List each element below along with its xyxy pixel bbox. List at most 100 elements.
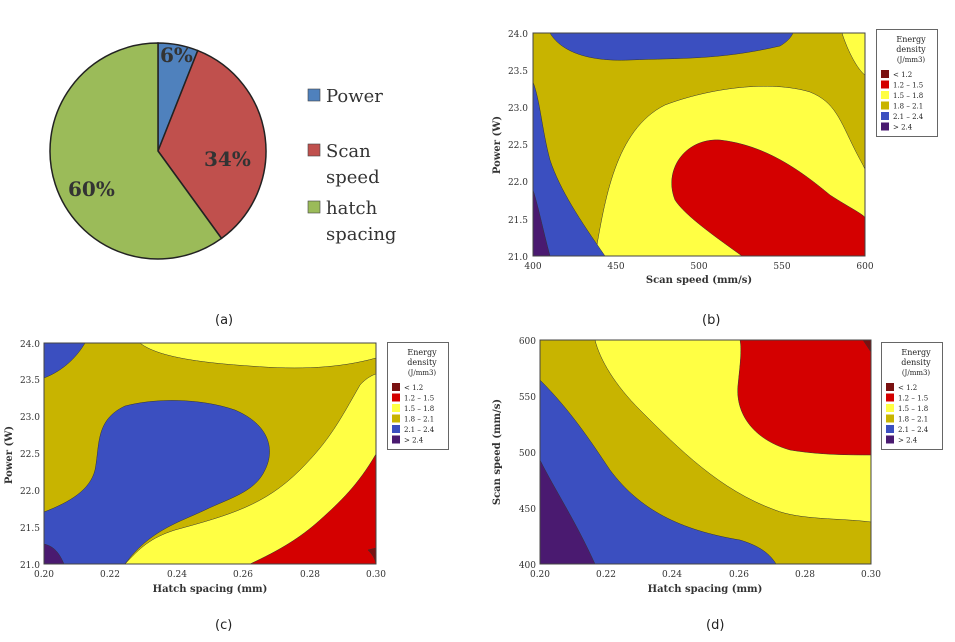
legend-title: density (901, 358, 931, 367)
x-tick: 0.22 (596, 570, 616, 580)
legend-swatch (886, 393, 894, 402)
y-tick: 22.5 (20, 450, 40, 460)
contour-regions-d (540, 340, 871, 564)
contour-panel-b: 400 450 500 550 600 21.0 21.5 22.0 22.5 … (480, 20, 955, 290)
x-tick: 550 (773, 262, 790, 272)
contour-regions-b (533, 33, 865, 256)
x-axis-label-c: Hatch spacing (mm) (153, 584, 268, 595)
legend-entry-label: 1.5 – 1.8 (404, 405, 434, 413)
y-tick: 400 (519, 561, 536, 571)
legend-title: Energy (896, 35, 926, 44)
legend-title: density (896, 45, 926, 54)
pie-legend-spacing: spacing (326, 224, 396, 245)
y-tick: 21.5 (508, 216, 528, 226)
legend-entry-label: 1.5 – 1.8 (893, 92, 923, 100)
contour-chart-c: 0.20 0.22 0.24 0.26 0.28 0.30 21.0 21.5 … (4, 340, 386, 595)
pie-legend-speed: speed (326, 167, 380, 188)
x-tick: 0.28 (300, 570, 320, 580)
legend-d: Energy density (J/mm3) < 1.2 1.2 – 1.5 1.5 – … (881, 342, 943, 450)
legend-entry-label: 1.2 – 1.5 (893, 82, 923, 90)
contour-chart-d: 0.20 0.22 0.24 0.26 0.28 0.30 400 450 50… (492, 337, 881, 595)
caption-d: (d) (706, 618, 725, 633)
pie-label-scan-speed: 34% (204, 147, 251, 171)
y-tick: 22.0 (20, 487, 40, 497)
x-tick: 400 (524, 262, 541, 272)
legend-swatch (881, 112, 889, 120)
legend-swatch (392, 414, 400, 423)
x-tick: 450 (607, 262, 624, 272)
legend-title: density (407, 358, 437, 367)
legend-swatch (886, 435, 894, 444)
contour-panel-c: 0.20 0.22 0.24 0.26 0.28 0.30 21.0 21.5 … (0, 330, 480, 600)
legend-entry-label: < 1.2 (898, 384, 917, 392)
x-tick: 0.20 (530, 570, 550, 580)
legend-entry-label: > 2.4 (404, 437, 424, 445)
x-axis-label-b: Scan speed (mm/s) (646, 275, 752, 286)
x-ticks-d: 0.20 0.22 0.24 0.26 0.28 0.30 (530, 570, 881, 580)
y-tick: 23.0 (20, 413, 40, 423)
legend-entry-label: > 2.4 (898, 437, 918, 445)
legend-swatch (881, 101, 889, 110)
legend-swatch (392, 435, 400, 444)
legend-entry-label: 1.2 – 1.5 (898, 395, 928, 403)
y-tick: 22.0 (508, 178, 528, 188)
x-tick: 0.26 (233, 570, 253, 580)
pie-legend-power: Power (326, 86, 383, 107)
y-axis-label-d: Scan speed (mm/s) (492, 399, 503, 505)
y-ticks-d: 400 450 500 550 600 (519, 337, 536, 571)
legend-title: (J/mm3) (902, 369, 931, 377)
x-tick: 0.28 (795, 570, 815, 580)
legend-entry-label: < 1.2 (893, 71, 912, 79)
pie-label-power: 6% (160, 43, 193, 67)
contour-panel-d: 0.20 0.22 0.24 0.26 0.28 0.30 400 450 50… (480, 330, 955, 600)
legend-swatch (886, 414, 894, 423)
y-tick: 23.0 (508, 104, 528, 114)
legend-b: Energy density (J/mm3) < 1.2 1.2 – 1.5 1.5 – … (876, 29, 938, 137)
x-ticks-b: 400 450 500 550 600 (524, 262, 873, 272)
legend-swatch (886, 425, 894, 433)
x-tick: 0.22 (100, 570, 120, 580)
caption-b: (b) (702, 313, 721, 328)
x-tick: 0.30 (861, 570, 881, 580)
y-tick: 23.5 (20, 376, 40, 386)
legend-swatch (886, 404, 894, 412)
y-tick: 24.0 (20, 340, 40, 350)
legend-title: (J/mm3) (897, 56, 926, 64)
y-tick: 21.0 (20, 561, 40, 571)
y-ticks-c: 21.0 21.5 22.0 22.5 23.0 23.5 24.0 (20, 340, 40, 571)
y-tick: 24.0 (508, 30, 528, 40)
y-ticks-b: 21.0 21.5 22.0 22.5 23.0 23.5 24.0 (508, 30, 528, 263)
legend-swatch (392, 404, 400, 412)
legend-swatch (881, 70, 889, 78)
y-tick: 600 (519, 337, 536, 347)
legend-entry-label: 1.8 – 2.1 (893, 103, 923, 111)
y-tick: 21.5 (20, 524, 40, 534)
pie-slice-scan-speed (157, 49, 267, 240)
pie-legend-swatch-power (307, 88, 321, 102)
legend-entry-label: < 1.2 (404, 384, 423, 392)
x-tick: 0.30 (366, 570, 386, 580)
legend-swatch (886, 383, 894, 391)
pie-legend-hatch: hatch (326, 198, 378, 219)
legend-entry-label: 2.1 – 2.4 (898, 426, 929, 434)
legend-c: Energy density (J/mm3) < 1.2 1.2 – 1.5 1.5 – … (387, 342, 449, 450)
legend-swatch (881, 122, 889, 131)
legend-swatch (392, 383, 400, 391)
legend-entry-label: 2.1 – 2.4 (404, 426, 435, 434)
x-tick: 0.24 (662, 570, 682, 580)
legend-swatch (392, 425, 400, 433)
y-axis-label-b: Power (W) (492, 116, 503, 174)
pie-chart: 6% 34% 60% Power Scan speed hatch spacin… (49, 42, 396, 260)
legend-title: (J/mm3) (408, 369, 437, 377)
x-tick: 600 (856, 262, 873, 272)
y-tick: 450 (519, 505, 536, 515)
pie-slice-hatch-spacing (49, 42, 223, 260)
legend-entry-label: > 2.4 (893, 124, 913, 132)
x-tick: 0.20 (34, 570, 54, 580)
x-ticks-c: 0.20 0.22 0.24 0.26 0.28 0.30 (34, 570, 386, 580)
pie-legend-swatch-hatch-spacing (307, 200, 321, 214)
legend-entry-label: 1.2 – 1.5 (404, 395, 434, 403)
